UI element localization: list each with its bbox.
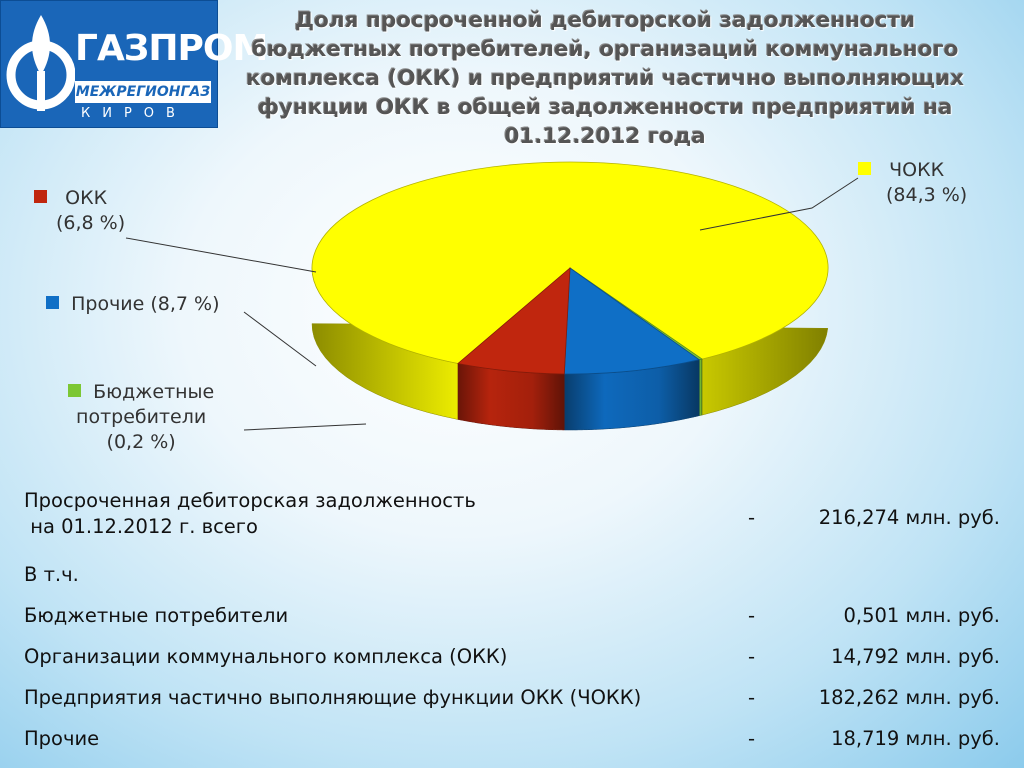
- table-total-dash: -: [748, 506, 756, 529]
- leader-line-other: [243, 311, 317, 367]
- logo-brand-text: ГАЗПРОМ: [75, 28, 268, 69]
- leader-line-okk: [125, 237, 317, 273]
- table-row-dash: -: [748, 604, 756, 627]
- leader-line-budget: [243, 423, 367, 431]
- table-row-value: 182,262 млн. руб.: [818, 686, 1000, 709]
- table-row-name: Бюджетные потребители: [24, 604, 289, 627]
- legend-swatch-other: [46, 296, 59, 309]
- label-budget-value: (0,2 %): [106, 431, 176, 453]
- label-budget-line2: потребители: [76, 406, 207, 428]
- label-chokk: ЧОКК (84,3 %): [858, 158, 967, 208]
- label-budget-line1: Бюджетные: [93, 381, 215, 403]
- pie-slice: [563, 267, 701, 375]
- table-total-line2: на 01.12.2012 г. всего: [24, 515, 258, 538]
- label-budget: Бюджетные потребители (0,2 %): [68, 380, 214, 455]
- logo-subtitle: МЕЖРЕГИОНГАЗ: [75, 81, 211, 103]
- table-row-value: 14,792 млн. руб.: [831, 645, 1000, 668]
- legend-swatch-chokk: [858, 162, 871, 175]
- pie-slice: [311, 161, 829, 364]
- company-logo: ГАЗПРОМ МЕЖРЕГИОНГАЗ КИРОВ: [0, 0, 268, 128]
- leader-line-chokk: [699, 177, 859, 231]
- label-chokk-value: (84,3 %): [886, 184, 968, 206]
- label-other-text: Прочие (8,7 %): [71, 293, 220, 315]
- table-row-dash: -: [748, 727, 756, 750]
- table-row-dash: -: [748, 645, 756, 668]
- label-okk-name: ОКК: [65, 187, 108, 209]
- table-row-value: 18,719 млн. руб.: [831, 727, 1000, 750]
- label-other: Прочие (8,7 %): [46, 292, 220, 317]
- table-row-name: Прочие: [24, 727, 100, 750]
- flame-icon: [6, 15, 75, 111]
- legend-swatch-budget: [68, 384, 81, 397]
- table-row-dash: -: [748, 686, 756, 709]
- table-row-total-name: Просроченная дебиторская задолженность н…: [24, 488, 744, 540]
- logo-city: КИРОВ: [81, 106, 187, 121]
- chart-title: Доля просроченной дебиторской задолженно…: [245, 8, 965, 149]
- legend-swatch-okk: [34, 190, 47, 203]
- table-total-line1: Просроченная дебиторская задолженность: [24, 489, 476, 512]
- table-row-name: Предприятия частично выполняющие функции…: [24, 686, 642, 709]
- label-chokk-name: ЧОКК: [889, 159, 945, 181]
- pie-slice: [457, 267, 571, 375]
- table-incl-label: В т.ч.: [24, 563, 79, 586]
- pie-slice-side: [698, 358, 703, 416]
- label-okk-value: (6,8 %): [56, 212, 126, 234]
- table-row-name: Организации коммунального комплекса (ОКК…: [24, 645, 508, 668]
- table-total-value: 216,274 млн. руб.: [818, 506, 1000, 529]
- label-okk: ОКК (6,8 %): [34, 186, 125, 236]
- table-row-value: 0,501 млн. руб.: [843, 604, 1001, 627]
